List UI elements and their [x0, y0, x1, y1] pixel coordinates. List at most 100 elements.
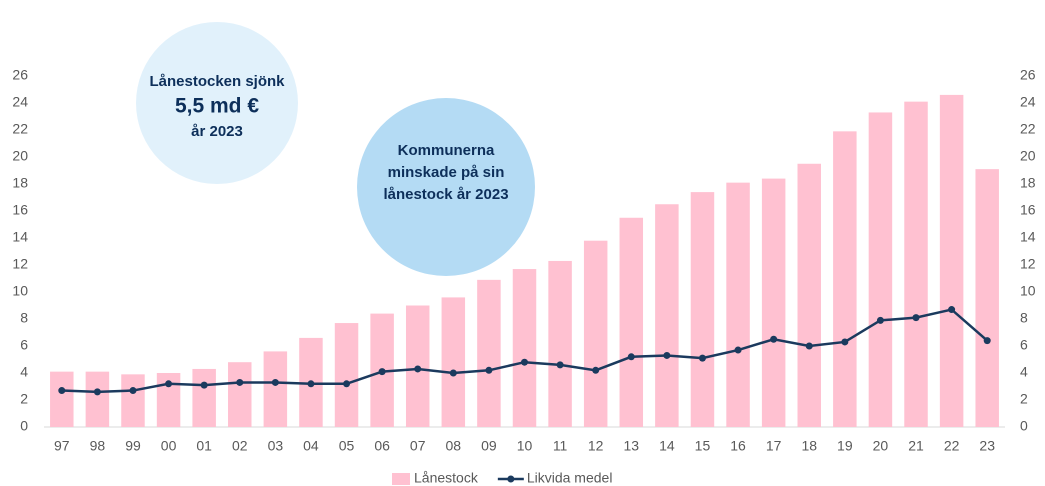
legend-label: Likvida medel	[527, 470, 613, 486]
line-point	[165, 380, 173, 388]
annotation: år 2023	[191, 123, 243, 140]
y2-tick-label: 18	[1020, 175, 1036, 191]
line-point	[663, 351, 671, 359]
bar	[583, 240, 608, 427]
y2-tick-label: 10	[1020, 283, 1036, 299]
x-tick-label: 07	[410, 438, 426, 454]
bar	[904, 101, 928, 428]
x-tick-label: 02	[232, 438, 248, 454]
x-tick-label: 99	[125, 438, 141, 454]
annotation: Kommunerna	[398, 142, 495, 159]
y2-tick-label: 26	[1020, 67, 1036, 83]
line-point	[449, 369, 457, 377]
annotation-bubble	[357, 98, 535, 276]
bar	[655, 204, 679, 427]
line-point	[129, 387, 137, 395]
bar	[833, 131, 857, 427]
y-tick-label: 26	[12, 67, 28, 83]
x-tick-label: 08	[446, 438, 462, 454]
bar	[761, 178, 786, 427]
annotation: Lånestocken sjönk	[149, 73, 285, 90]
y-tick-label: 18	[12, 175, 28, 191]
line-point	[948, 306, 956, 314]
x-tick-label: 10	[517, 438, 533, 454]
y2-tick-label: 8	[1020, 310, 1028, 326]
y2-tick-label: 6	[1020, 337, 1028, 353]
line-point	[343, 380, 351, 388]
bar	[548, 260, 572, 427]
line-point	[805, 342, 813, 350]
line-point	[841, 338, 849, 346]
line-point	[770, 335, 778, 343]
y-tick-label: 12	[12, 256, 28, 272]
y-tick-label: 22	[12, 121, 28, 137]
line-point	[876, 316, 884, 324]
x-tick-label: 12	[588, 438, 604, 454]
y2-tick-label: 20	[1020, 148, 1036, 164]
x-tick-label: 05	[339, 438, 355, 454]
x-tick-label: 11	[553, 438, 568, 454]
annotation: minskade på sin	[388, 164, 505, 181]
y2-tick-label: 24	[1020, 94, 1036, 110]
bar	[477, 279, 501, 427]
x-tick-label: 04	[303, 438, 319, 454]
x-tick-label: 23	[979, 438, 995, 454]
bar	[726, 182, 750, 427]
bar	[85, 371, 110, 427]
line-point	[556, 361, 564, 369]
line-point	[414, 365, 422, 373]
y-tick-label: 6	[20, 337, 28, 353]
line-point	[627, 353, 635, 361]
x-tick-label: 13	[623, 438, 639, 454]
x-tick-label: 01	[196, 438, 212, 454]
line-point	[378, 368, 386, 376]
annotation: lånestock år 2023	[383, 186, 508, 203]
line-point	[58, 387, 66, 395]
y2-tick-label: 22	[1020, 121, 1036, 137]
x-tick-label: 03	[268, 438, 284, 454]
bar	[156, 373, 181, 427]
y-tick-label: 24	[12, 94, 28, 110]
y2-tick-label: 2	[1020, 391, 1028, 407]
x-tick-label: 97	[54, 438, 70, 454]
legend-label: Lånestock	[414, 470, 479, 486]
bar	[619, 217, 644, 427]
y2-tick-label: 0	[1020, 418, 1028, 434]
y2-tick-label: 16	[1020, 202, 1036, 218]
bar	[512, 269, 537, 427]
annotation-bubble	[136, 22, 298, 184]
y-tick-label: 16	[12, 202, 28, 218]
legend-swatch	[507, 475, 515, 483]
annotation: 5,5 md €	[175, 95, 259, 118]
bar	[441, 297, 466, 427]
x-tick-label: 16	[730, 438, 746, 454]
x-tick-label: 98	[90, 438, 106, 454]
y2-tick-label: 4	[1020, 364, 1028, 380]
y2-tick-label: 14	[1020, 229, 1036, 245]
x-tick-label: 14	[659, 438, 675, 454]
y-tick-label: 14	[12, 229, 28, 245]
bar	[334, 323, 359, 427]
bar	[868, 112, 893, 427]
x-tick-label: 09	[481, 438, 497, 454]
line-point	[271, 378, 279, 386]
bar	[228, 362, 252, 427]
bar	[797, 163, 821, 427]
bar	[192, 368, 216, 427]
x-tick-label: 15	[695, 438, 711, 454]
x-tick-label: 22	[944, 438, 960, 454]
x-tick-label: 18	[801, 438, 817, 454]
y-tick-label: 4	[20, 364, 28, 380]
line-point	[734, 346, 742, 354]
x-tick-label: 19	[837, 438, 853, 454]
x-tick-label: 20	[873, 438, 889, 454]
x-tick-label: 00	[161, 438, 177, 454]
x-tick-label: 17	[766, 438, 782, 454]
line-point	[698, 354, 706, 362]
line-point	[912, 314, 920, 322]
y-tick-label: 2	[20, 391, 28, 407]
line-point	[200, 381, 208, 389]
x-tick-label: 06	[374, 438, 390, 454]
y-tick-label: 20	[12, 148, 28, 164]
line-point	[521, 358, 528, 366]
